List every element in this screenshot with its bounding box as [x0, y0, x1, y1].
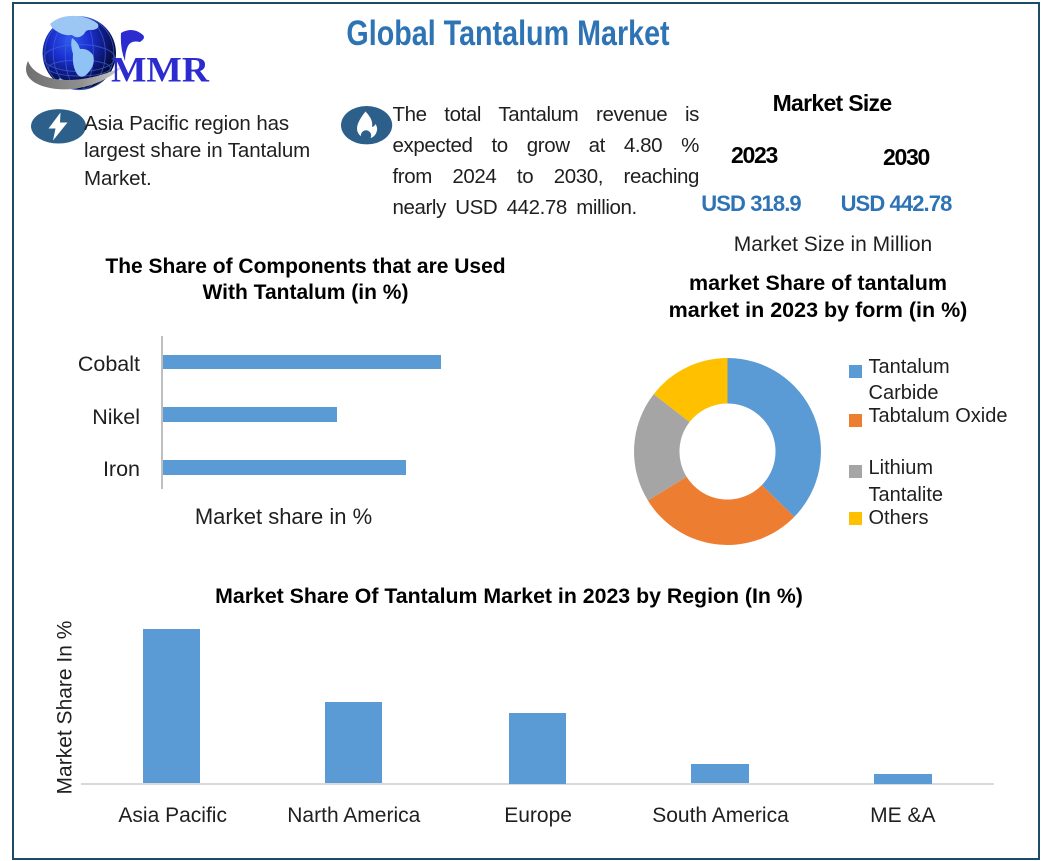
- svg-text:MMR: MMR: [111, 50, 210, 90]
